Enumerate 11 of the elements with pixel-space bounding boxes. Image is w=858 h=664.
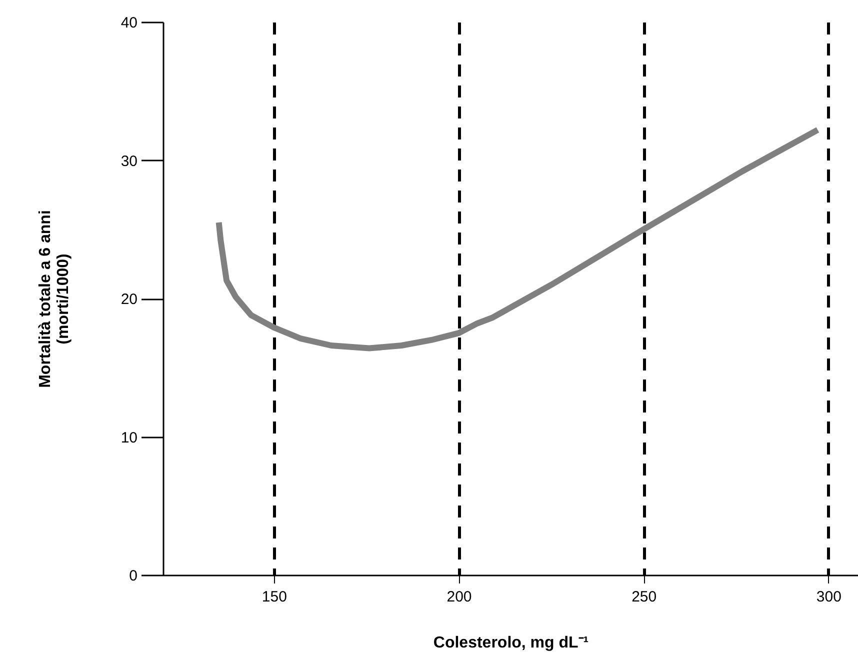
x-axis-title: Colesterolo, mg dL⁻¹ (433, 634, 589, 652)
x-tick-label: 300 (816, 588, 842, 606)
y-tick-label: 30 (120, 152, 138, 170)
y-tick-label: 10 (120, 429, 138, 446)
y-axis-title: Mortalità totale a 6 anni (morti/1000) (36, 210, 72, 388)
y-tick-label: 0 (129, 568, 138, 584)
y-tick-label: 20 (120, 291, 138, 308)
y-tick-label: 40 (120, 14, 138, 32)
x-tick-label: 200 (446, 588, 472, 606)
x-tick-label: 150 (262, 588, 287, 606)
x-tick-label: 250 (632, 588, 657, 606)
